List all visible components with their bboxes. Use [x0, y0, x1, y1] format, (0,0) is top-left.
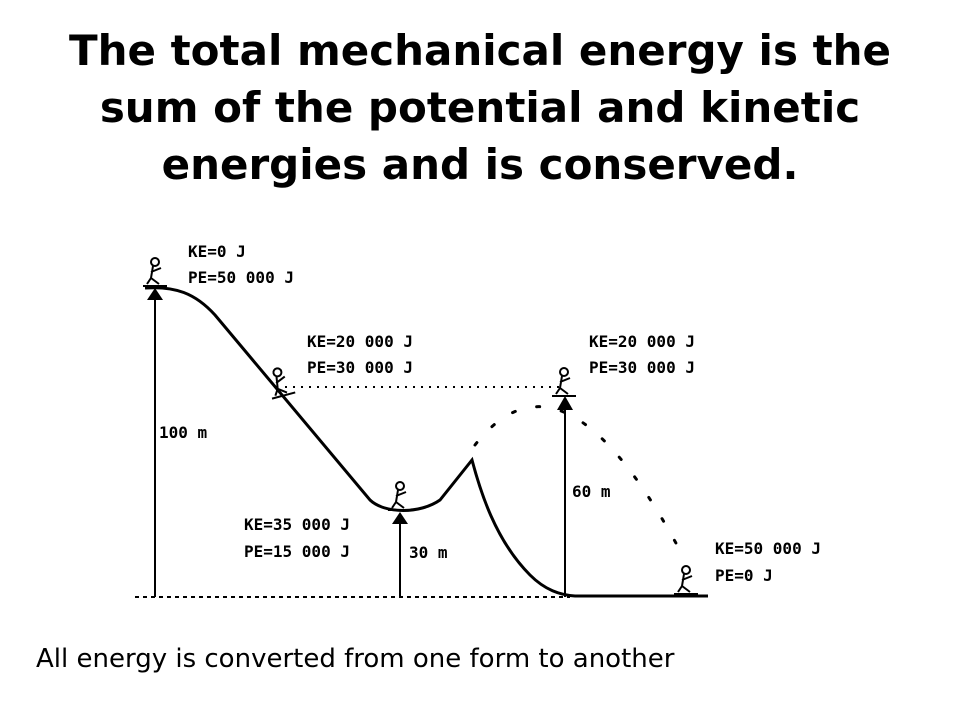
- height-label-60: 60 m: [572, 482, 611, 501]
- skier-icon-slope: [271, 367, 296, 400]
- skier-icon-peak: [552, 367, 576, 397]
- peak-ke-label: KE=20 000 J: [589, 332, 695, 351]
- height-arrow-100: [147, 288, 163, 597]
- slide-title: The total mechanical energy is the sum o…: [0, 22, 960, 193]
- height-arrow-60: [557, 396, 573, 597]
- height-label-100: 100 m: [159, 423, 208, 442]
- slope-pe-label: PE=30 000 J: [307, 358, 413, 377]
- height-arrow-30: [392, 512, 408, 597]
- valley-ke-label: KE=35 000 J: [244, 515, 350, 534]
- valley-pe-label: PE=15 000 J: [244, 542, 350, 561]
- peak-pe-label: PE=30 000 J: [589, 358, 695, 377]
- bottom-pe-label: PE=0 J: [715, 566, 773, 585]
- height-label-30: 30 m: [409, 543, 448, 562]
- skier-icon-valley: [388, 481, 412, 511]
- top-ke-label: KE=0 J: [188, 242, 246, 261]
- title-line-3: energies and is conserved.: [161, 140, 799, 189]
- title-line-2: sum of the potential and kinetic: [99, 83, 861, 132]
- title-line-1: The total mechanical energy is the: [68, 26, 892, 75]
- caption-text: All energy is converted from one form to…: [36, 644, 675, 674]
- terrain-profile: [144, 286, 708, 598]
- slope-ke-label: KE=20 000 J: [307, 332, 413, 351]
- skier-icon-bottom: [674, 565, 698, 595]
- skier-icon-top: [143, 257, 167, 287]
- top-pe-label: PE=50 000 J: [188, 268, 294, 287]
- bottom-ke-label: KE=50 000 J: [715, 539, 821, 558]
